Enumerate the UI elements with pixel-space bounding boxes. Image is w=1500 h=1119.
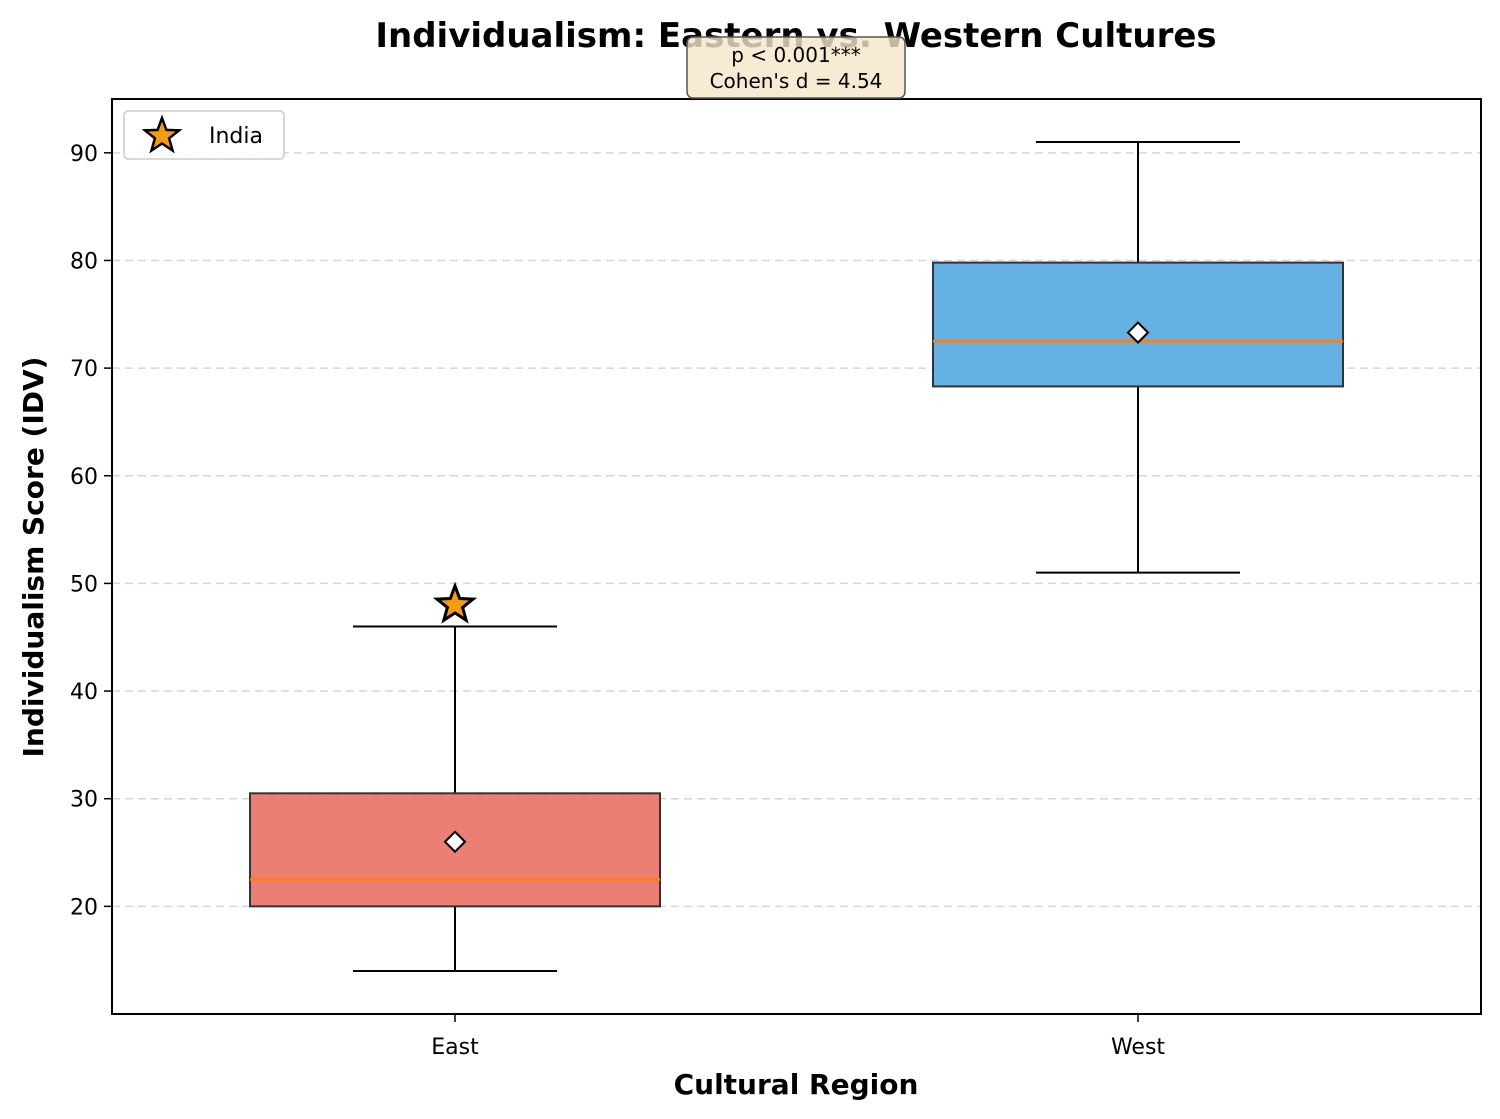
box-west [932,141,1344,574]
plot-frame [111,98,1482,1015]
legend-star-icon [141,114,183,154]
y-tick-label: 70 [70,357,98,382]
y-tick-label: 60 [70,465,98,490]
annotation-line-1: p < 0.001*** [731,43,860,67]
annotation-line-2: Cohen's d = 4.54 [710,69,883,93]
legend: India [123,110,285,160]
legend-label-india: India [209,124,263,149]
y-tick-label: 40 [70,680,98,705]
y-tick-label: 80 [70,249,98,274]
india-star-marker [432,581,478,624]
box-series [249,141,1344,972]
annotation-box [686,36,906,99]
y-tick-label: 50 [70,572,98,597]
stats-annotation: p < 0.001*** Cohen's d = 4.54 [686,36,906,99]
x-tick-label: West [1111,1035,1165,1060]
y-tick-label: 30 [70,788,98,813]
x-tick-label: East [431,1035,479,1060]
axis-ticks: 20 30 40 50 60 70 80 90 East West [70,142,1165,1060]
x-axis-label: Cultural Region [674,1068,919,1101]
mean-marker [1126,321,1150,345]
y-tick-label: 90 [70,142,98,167]
y-axis-label: Individualism Score (IDV) [17,357,50,758]
box-east [249,625,661,972]
mean-marker [443,830,467,854]
y-tick-label: 20 [70,895,98,920]
